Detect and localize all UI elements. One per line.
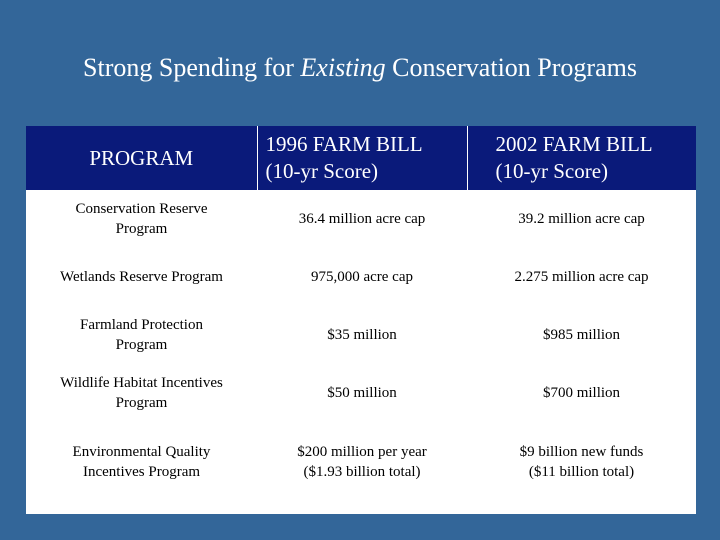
bill-2002-value-line1: 39.2 million acre cap (518, 211, 645, 227)
program-cell: Environmental Quality Incentives Program (26, 422, 257, 502)
bill-2002-cell: $700 million (467, 364, 696, 422)
table-row: Wildlife Habitat Incentives Program $50 … (26, 364, 696, 422)
bill-1996-cell: $50 million (257, 364, 467, 422)
table-row: Conservation Reserve Program 36.4 millio… (26, 190, 696, 248)
program-name-line1: Wildlife Habitat Incentives (60, 375, 223, 391)
program-name-line2: Program (115, 221, 168, 237)
bill-2002-cell: 39.2 million acre cap (467, 190, 696, 248)
program-comparison-table: PROGRAM 1996 FARM BILL (10-yr Score) 200… (26, 126, 696, 514)
bill-1996-cell: 975,000 acre cap (257, 248, 467, 306)
bill-1996-value-line1: $35 million (327, 327, 397, 343)
table-header-row: PROGRAM 1996 FARM BILL (10-yr Score) 200… (26, 126, 696, 190)
bill-1996-value-line2: ($1.93 billion total) (303, 464, 421, 480)
table-row: Environmental Quality Incentives Program… (26, 422, 696, 502)
header-2002-line2: (10-yr Score) (495, 159, 609, 183)
program-name-line1: Environmental Quality (72, 444, 211, 460)
bill-2002-value-line1: $9 billion new funds (519, 444, 644, 460)
bill-2002-value-line1: $700 million (542, 385, 621, 401)
bill-1996-value-line1: 975,000 acre cap (310, 269, 414, 285)
bill-2002-cell: 2.275 million acre cap (467, 248, 696, 306)
table-row: Wetlands Reserve Program 975,000 acre ca… (26, 248, 696, 306)
title-prefix: Strong Spending for (83, 53, 301, 82)
program-name-line1: Wetlands Reserve Program (60, 269, 223, 285)
program-cell: Wildlife Habitat Incentives Program (26, 364, 257, 422)
header-2002-farm-bill: 2002 FARM BILL (10-yr Score) (467, 126, 696, 190)
bill-1996-value-line1: $50 million (327, 385, 397, 401)
bill-2002-value-line1: $985 million (542, 327, 621, 343)
bill-1996-cell: 36.4 million acre cap (257, 190, 467, 248)
header-program: PROGRAM (26, 126, 258, 190)
bill-2002-cell: $985 million (467, 306, 696, 364)
header-1996-line1: 1996 FARM BILL (265, 132, 423, 156)
program-name-line2: Incentives Program (82, 464, 201, 480)
slide-title: Strong Spending for Existing Conservatio… (0, 52, 720, 84)
program-name-line2: Program (115, 337, 168, 353)
table-row: Farmland Protection Program $35 million … (26, 306, 696, 364)
program-name-line1: Farmland Protection (80, 317, 203, 333)
header-1996-line2: (10-yr Score) (265, 159, 379, 183)
program-name-line1: Conservation Reserve (75, 201, 208, 217)
title-emphasis: Existing (300, 53, 386, 82)
program-cell: Conservation Reserve Program (26, 190, 257, 248)
bill-1996-cell: $200 million per year ($1.93 billion tot… (257, 422, 467, 502)
program-cell: Wetlands Reserve Program (26, 248, 257, 306)
program-cell: Farmland Protection Program (26, 306, 257, 364)
title-suffix: Conservation Programs (385, 53, 637, 82)
bill-2002-value-line1: 2.275 million acre cap (514, 269, 649, 285)
header-2002-line1: 2002 FARM BILL (495, 132, 653, 156)
header-1996-farm-bill: 1996 FARM BILL (10-yr Score) (257, 126, 468, 190)
bill-2002-cell: $9 billion new funds ($11 billion total) (467, 422, 696, 502)
bill-1996-value-line1: $200 million per year (297, 444, 427, 460)
bill-1996-cell: $35 million (257, 306, 467, 364)
bill-1996-value-line1: 36.4 million acre cap (298, 211, 426, 227)
bill-2002-value-line2: ($11 billion total) (528, 464, 635, 480)
program-name-line2: Program (115, 395, 168, 411)
